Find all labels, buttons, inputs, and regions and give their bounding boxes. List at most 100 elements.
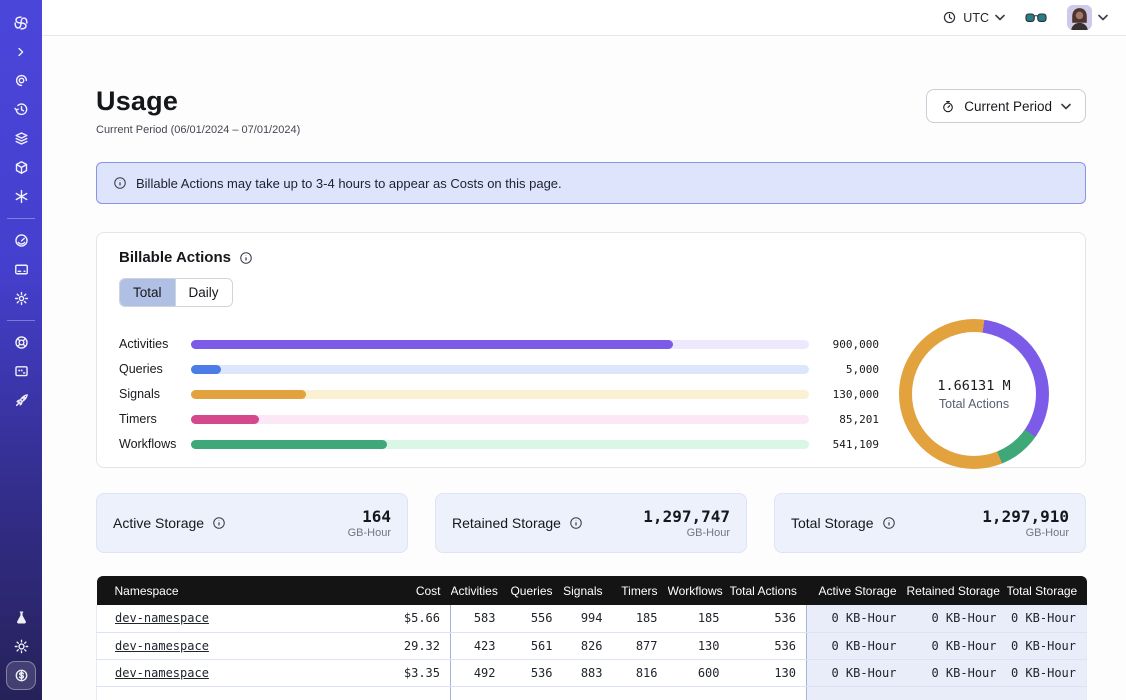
namespaces-icon[interactable] (6, 124, 36, 153)
total-actions-donut: 1.66131 M Total Actions (899, 319, 1049, 469)
value-cell: 0 KB-Hour (906, 605, 1007, 633)
schedules-icon[interactable] (6, 95, 36, 124)
column-header: Retained Storage (906, 576, 1007, 605)
column-header: Total Storage (1006, 576, 1087, 605)
value-cell: 130 (667, 632, 730, 660)
current-period-subtitle: Current Period (06/01/2024 – 07/01/2024) (96, 124, 301, 136)
chevron-down-icon (1061, 103, 1071, 110)
info-icon (113, 176, 127, 190)
namespace-link[interactable]: dev-namespace (115, 638, 209, 653)
table-body: dev-namespace $5.66 583 556 994 185 185 536 0 KB… (96, 605, 1087, 700)
timezone-picker[interactable]: UTC (942, 10, 1005, 25)
value-cell: 0 KB-Hour (906, 632, 1007, 660)
bar-fill (191, 339, 674, 349)
avatar (1067, 5, 1092, 30)
bar-fill (191, 439, 387, 449)
billable-actions-card: Billable Actions Total Daily Activities 9… (96, 232, 1086, 469)
column-header: Active Storage (806, 576, 907, 605)
value-cell: 0 KB-Hour (1006, 659, 1087, 687)
stat-unit: GB-Hour (686, 527, 730, 539)
getting-started-icon[interactable] (6, 386, 36, 415)
value-cell: 877 (612, 632, 668, 660)
table-header-row: Namespace Cost Activities Queries Signals Tim… (96, 576, 1087, 605)
settings-icon[interactable] (6, 284, 36, 313)
storage-cards: Active Storage 164 GB-Hour Retained Stor… (96, 493, 1086, 553)
sidebar (0, 0, 42, 700)
column-header: Signals (562, 576, 613, 605)
info-icon[interactable] (239, 251, 253, 265)
value-cell: 883 (562, 659, 613, 687)
bar-label: Timers (119, 412, 157, 426)
tab-total[interactable]: Total (120, 279, 176, 306)
bar-track (191, 414, 809, 424)
table-row: dev-namespace 29.32 423 561 826 877 130 536 0 KB… (96, 632, 1087, 660)
billable-bars: Activities 900,000 Queries 5,000 Signals 130,… (119, 332, 879, 457)
bar-row-activities: Activities 900,000 (119, 332, 879, 357)
stat-label-text: Total Storage (791, 515, 874, 531)
period-selector-button[interactable]: Current Period (926, 89, 1086, 123)
value-cell (906, 686, 1007, 700)
workflows-icon[interactable] (6, 66, 36, 95)
support-icon[interactable] (6, 328, 36, 357)
value-cell (376, 686, 451, 700)
stat-value: 1,297,747 (643, 507, 730, 526)
value-cell: 0 KB-Hour (806, 605, 907, 633)
value-cell: 583 (450, 605, 506, 633)
feedback-icon[interactable] (6, 357, 36, 386)
value-cell: $5.66 (376, 605, 451, 633)
value-cell (1006, 686, 1087, 700)
value-cell: 185 (667, 605, 730, 633)
stat-unit: GB-Hour (1025, 527, 1069, 539)
temporal-logo-icon[interactable] (6, 8, 36, 37)
page-header: Usage Current Period (06/01/2024 – 07/01… (96, 36, 1086, 136)
glasses-icon[interactable] (1025, 10, 1047, 25)
collapse-sidebar-icon[interactable] (6, 37, 36, 66)
value-cell: 536 (729, 605, 807, 633)
value-cell: $3.35 (376, 659, 451, 687)
theme-toggle-icon[interactable] (6, 632, 36, 661)
sidebar-divider (7, 218, 35, 219)
retained-storage-card: Retained Storage 1,297,747 GB-Hour (435, 493, 747, 553)
value-cell: 29.32 (376, 632, 451, 660)
main-content: Usage Current Period (06/01/2024 – 07/01… (42, 36, 1126, 700)
info-icon[interactable] (882, 516, 896, 530)
column-header: Activities (450, 576, 506, 605)
deployments-icon[interactable] (6, 153, 36, 182)
billable-view-tabs: Total Daily (119, 278, 233, 307)
namespace-cell: dev-namespace (96, 659, 377, 687)
period-button-label: Current Period (964, 98, 1052, 114)
value-cell: 536 (729, 632, 807, 660)
namespace-link[interactable]: dev-namespace (115, 611, 209, 626)
bar-row-queries: Queries 5,000 (119, 357, 879, 382)
stat-value: 1,297,910 (982, 507, 1069, 526)
info-icon[interactable] (212, 516, 226, 530)
value-cell: 130 (729, 659, 807, 687)
info-icon[interactable] (569, 516, 583, 530)
namespace-usage-table: Namespace Cost Activities Queries Signals Tim… (96, 576, 1087, 700)
nexus-icon[interactable] (6, 182, 36, 211)
namespace-cell: dev-namespace (96, 632, 377, 660)
value-cell: 0 KB-Hour (1006, 605, 1087, 633)
table-row-partial (96, 686, 1087, 700)
bar-row-workflows: Workflows 541,109 (119, 432, 879, 457)
column-header: Cost (376, 576, 451, 605)
value-cell: 556 (505, 605, 563, 633)
labs-icon[interactable] (6, 603, 36, 632)
chevron-down-icon (995, 14, 1005, 21)
value-cell (505, 686, 563, 700)
user-menu[interactable] (1067, 5, 1108, 30)
tab-daily[interactable]: Daily (175, 279, 232, 306)
value-cell: 423 (450, 632, 506, 660)
stat-value: 164 (362, 507, 391, 526)
page-title: Usage (96, 86, 179, 116)
bar-fill (191, 414, 259, 424)
namespace-link[interactable]: dev-namespace (115, 665, 209, 680)
bar-label: Workflows (119, 437, 177, 451)
bar-label: Activities (119, 337, 169, 351)
billing-icon[interactable] (6, 255, 36, 284)
bar-value: 85,201 (839, 412, 879, 426)
value-cell: 600 (667, 659, 730, 687)
pricing-icon[interactable] (6, 661, 36, 690)
value-cell (667, 686, 730, 700)
usage-icon[interactable] (6, 226, 36, 255)
